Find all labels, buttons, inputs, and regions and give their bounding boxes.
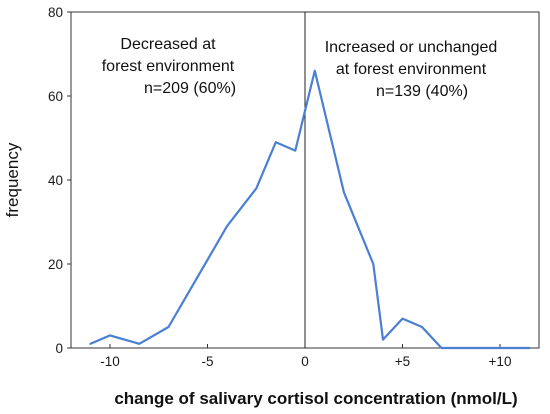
- y-tick-label: 80: [48, 5, 63, 20]
- x-tick-label: -10: [100, 354, 120, 369]
- y-tick-label: 20: [48, 257, 63, 272]
- annotation-right-line: n=139 (40%): [376, 83, 468, 100]
- annotation-left-line: forest environment: [102, 58, 235, 75]
- x-tick-label: 0: [301, 354, 309, 369]
- annotation-left-line: n=209 (60%): [144, 80, 236, 97]
- y-tick-label: 60: [48, 89, 63, 104]
- y-axis-label: frequency: [3, 142, 22, 217]
- y-tick-label: 40: [48, 173, 63, 188]
- y-tick-label: 0: [55, 341, 63, 356]
- y-axis-ticks: 0 20 40 60 80: [48, 5, 71, 356]
- annotation-left-line: Decreased at: [120, 36, 216, 53]
- frequency-series-line: [89, 69, 531, 350]
- x-tick-label: +5: [395, 354, 410, 369]
- annotation-right-line: Increased or unchanged: [325, 39, 498, 56]
- annotations: Decreased at forest environment n=209 (60%…: [102, 36, 498, 100]
- x-tick-label: +10: [489, 354, 512, 369]
- x-axis-label: change of salivary cortisol concentratio…: [114, 389, 517, 408]
- x-tick-label: -5: [201, 354, 213, 369]
- annotation-right-line: at forest environment: [336, 61, 487, 78]
